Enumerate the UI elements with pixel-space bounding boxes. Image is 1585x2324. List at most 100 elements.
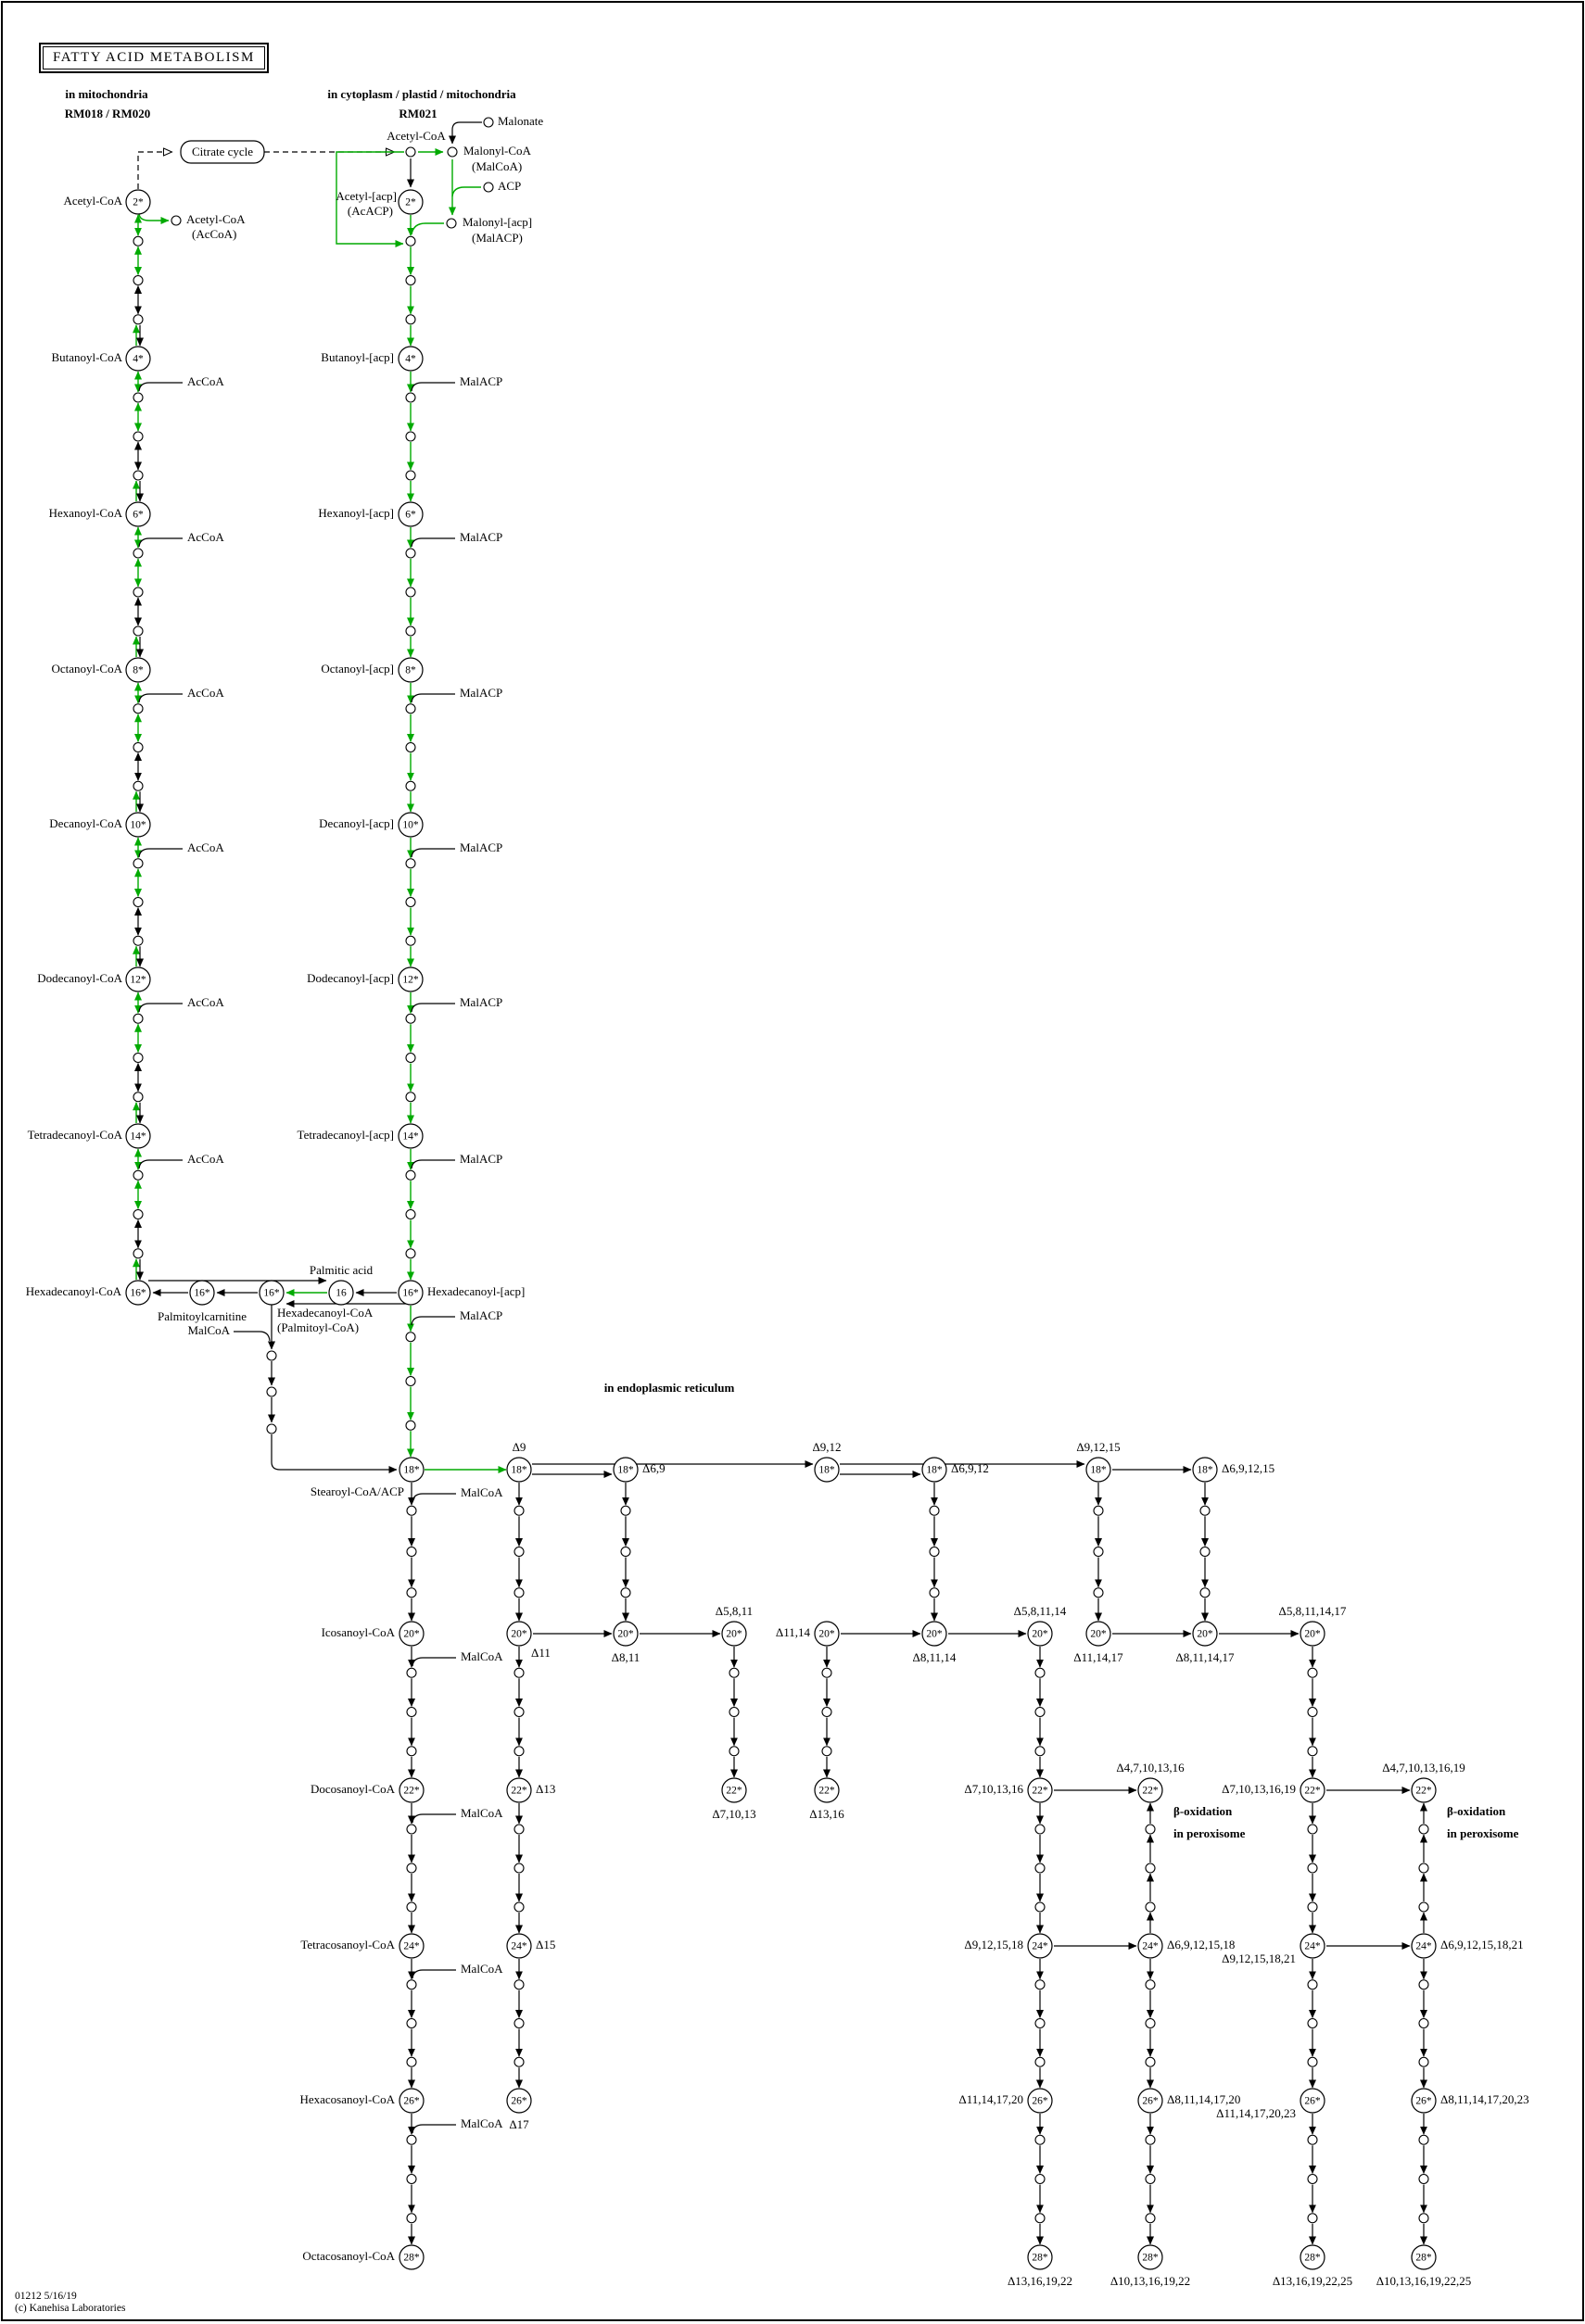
- node-circle: [613, 1621, 639, 1647]
- node-26*[interactable]: 26*: [1300, 2088, 1325, 2114]
- cofactor-label: AcCoA: [187, 530, 224, 544]
- chem-label: Δ13: [536, 1782, 555, 1796]
- node-28*[interactable]: 28*: [1027, 2244, 1053, 2270]
- node-28*[interactable]: 28*: [1300, 2244, 1325, 2270]
- node-28*[interactable]: 28*: [399, 2244, 425, 2270]
- node-16*[interactable]: 16*: [259, 1280, 285, 1306]
- node-circle: [398, 501, 424, 527]
- node-count: 26*: [1142, 2096, 1159, 2107]
- node-16[interactable]: 16: [328, 1280, 354, 1306]
- node-6*[interactable]: 6*: [398, 501, 424, 527]
- chem-label: Decanoyl-[acp]: [319, 816, 394, 830]
- node-24*[interactable]: 24*: [506, 1933, 532, 1959]
- node-20*[interactable]: 20*: [506, 1621, 532, 1647]
- cofactor-label: MalACP: [460, 995, 502, 1009]
- node-10*[interactable]: 10*: [125, 812, 151, 838]
- node-18*[interactable]: 18*: [399, 1457, 425, 1483]
- node-14*[interactable]: 14*: [125, 1123, 151, 1149]
- node-count: 4*: [133, 354, 144, 365]
- node-circle: [506, 2088, 532, 2114]
- node-16*[interactable]: 16*: [398, 1280, 424, 1306]
- node-20*[interactable]: 20*: [721, 1621, 747, 1647]
- node-circle: [1300, 1777, 1325, 1803]
- node-18*[interactable]: 18*: [506, 1457, 532, 1483]
- node-count: 28*: [1304, 2253, 1321, 2264]
- node-18*[interactable]: 18*: [1192, 1457, 1218, 1483]
- node-22*[interactable]: 22*: [1027, 1777, 1053, 1803]
- node-26*[interactable]: 26*: [399, 2088, 425, 2114]
- node-8*[interactable]: 8*: [398, 657, 424, 683]
- node-26*[interactable]: 26*: [1027, 2088, 1053, 2114]
- node-4*[interactable]: 4*: [125, 346, 151, 372]
- node-circle: [125, 501, 151, 527]
- metabolite-circle: [405, 1092, 416, 1103]
- node-28*[interactable]: 28*: [1411, 2244, 1437, 2270]
- node-16*[interactable]: 16*: [125, 1280, 151, 1306]
- node-22*[interactable]: 22*: [399, 1777, 425, 1803]
- node-18*[interactable]: 18*: [1085, 1457, 1111, 1483]
- node-circle: [1192, 1457, 1218, 1483]
- metabolite-circle: [406, 1587, 417, 1598]
- node-22*[interactable]: 22*: [721, 1777, 747, 1803]
- metabolite-circle: [406, 1746, 417, 1757]
- node-24*[interactable]: 24*: [1411, 1933, 1437, 1959]
- node-24*[interactable]: 24*: [1027, 1933, 1053, 1959]
- node-count: 22*: [1415, 1786, 1432, 1797]
- metabolite-circle: [133, 780, 144, 791]
- node-20*[interactable]: 20*: [1192, 1621, 1218, 1647]
- node-24*[interactable]: 24*: [399, 1933, 425, 1959]
- node-20*[interactable]: 20*: [921, 1621, 947, 1647]
- node-18*[interactable]: 18*: [613, 1457, 639, 1483]
- node-26*[interactable]: 26*: [1411, 2088, 1437, 2114]
- chem-label: Δ5,8,11,14: [1014, 1604, 1067, 1618]
- node-4*[interactable]: 4*: [398, 346, 424, 372]
- metabolite-circle: [405, 896, 416, 908]
- node-count: 22*: [511, 1786, 527, 1797]
- node-16*[interactable]: 16*: [189, 1280, 215, 1306]
- metabolite-circle: [133, 314, 144, 325]
- node-10*[interactable]: 10*: [398, 812, 424, 838]
- node-22*[interactable]: 22*: [814, 1777, 840, 1803]
- node-18*[interactable]: 18*: [814, 1457, 840, 1483]
- metabolite-circle: [266, 1423, 277, 1434]
- node-6*[interactable]: 6*: [125, 501, 151, 527]
- node-circle: [398, 189, 424, 215]
- node-20*[interactable]: 20*: [399, 1621, 425, 1647]
- node-22*[interactable]: 22*: [1300, 1777, 1325, 1803]
- node-count: 26*: [403, 2096, 420, 2107]
- node-22*[interactable]: 22*: [506, 1777, 532, 1803]
- node-20*[interactable]: 20*: [1027, 1621, 1053, 1647]
- node-18*[interactable]: 18*: [921, 1457, 947, 1483]
- cofactor-connector: [412, 2124, 456, 2134]
- node-circle: [506, 1457, 532, 1483]
- metabolite-circle: [1034, 1824, 1046, 1835]
- node-20*[interactable]: 20*: [1085, 1621, 1111, 1647]
- node-count: 20*: [1197, 1629, 1213, 1640]
- node-26*[interactable]: 26*: [1137, 2088, 1163, 2114]
- node-12*[interactable]: 12*: [125, 966, 151, 992]
- node-circle: [399, 1457, 425, 1483]
- node-14*[interactable]: 14*: [398, 1123, 424, 1149]
- metabolite-circle: [405, 274, 416, 286]
- node-20*[interactable]: 20*: [1300, 1621, 1325, 1647]
- node-20*[interactable]: 20*: [613, 1621, 639, 1647]
- node-24*[interactable]: 24*: [1300, 1933, 1325, 1959]
- node-24*[interactable]: 24*: [1137, 1933, 1163, 1959]
- node-2*[interactable]: 2*: [125, 189, 151, 215]
- node-26*[interactable]: 26*: [506, 2088, 532, 2114]
- node-2*[interactable]: 2*: [398, 189, 424, 215]
- node-20*[interactable]: 20*: [814, 1621, 840, 1647]
- node-22*[interactable]: 22*: [1137, 1777, 1163, 1803]
- metabolite-circle: [1199, 1587, 1211, 1598]
- metabolite-circle: [514, 1901, 525, 1913]
- node-28*[interactable]: 28*: [1137, 2244, 1163, 2270]
- node-circle: [1411, 1933, 1437, 1959]
- node-circle: [398, 657, 424, 683]
- metabolite-circle: [929, 1546, 940, 1558]
- cofactor-connector: [411, 1003, 455, 1013]
- node-count: 14*: [402, 1131, 419, 1143]
- node-12*[interactable]: 12*: [398, 966, 424, 992]
- node-8*[interactable]: 8*: [125, 657, 151, 683]
- node-22*[interactable]: 22*: [1411, 1777, 1437, 1803]
